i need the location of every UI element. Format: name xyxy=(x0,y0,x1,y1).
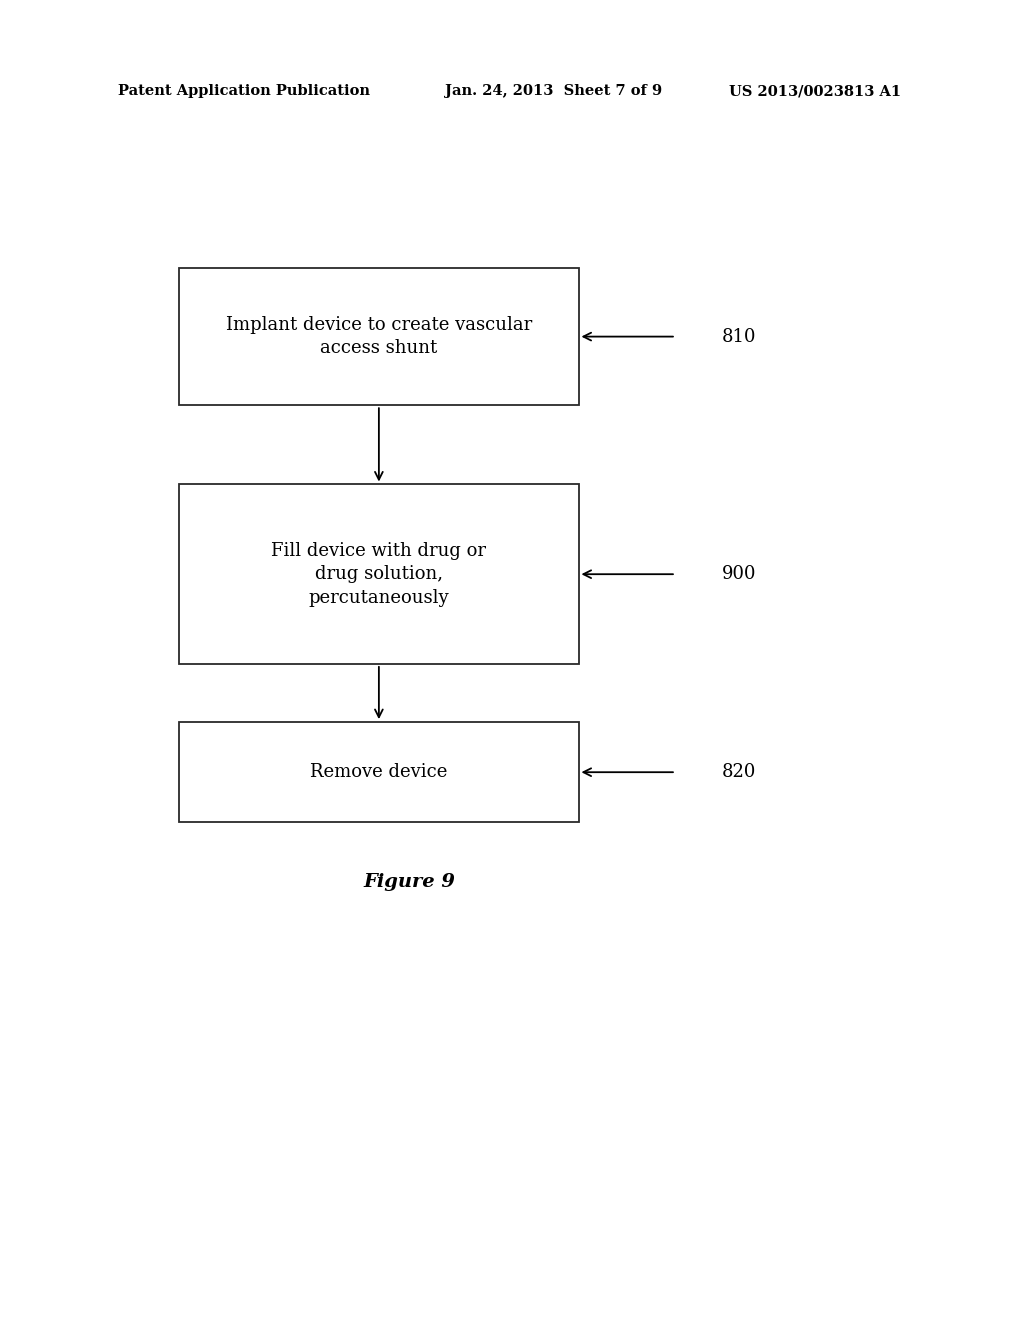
Bar xyxy=(179,268,579,405)
Text: 900: 900 xyxy=(722,565,757,583)
Text: Fill device with drug or
drug solution,
percutaneously: Fill device with drug or drug solution, … xyxy=(271,541,486,607)
Bar xyxy=(179,484,579,664)
Text: Jan. 24, 2013  Sheet 7 of 9: Jan. 24, 2013 Sheet 7 of 9 xyxy=(445,84,663,99)
Text: Remove device: Remove device xyxy=(310,763,447,781)
Text: Figure 9: Figure 9 xyxy=(364,873,456,891)
Text: Implant device to create vascular
access shunt: Implant device to create vascular access… xyxy=(225,315,532,358)
Text: US 2013/0023813 A1: US 2013/0023813 A1 xyxy=(729,84,901,99)
Text: Patent Application Publication: Patent Application Publication xyxy=(118,84,370,99)
Text: 820: 820 xyxy=(722,763,757,781)
Bar xyxy=(179,722,579,822)
Text: 810: 810 xyxy=(722,327,757,346)
